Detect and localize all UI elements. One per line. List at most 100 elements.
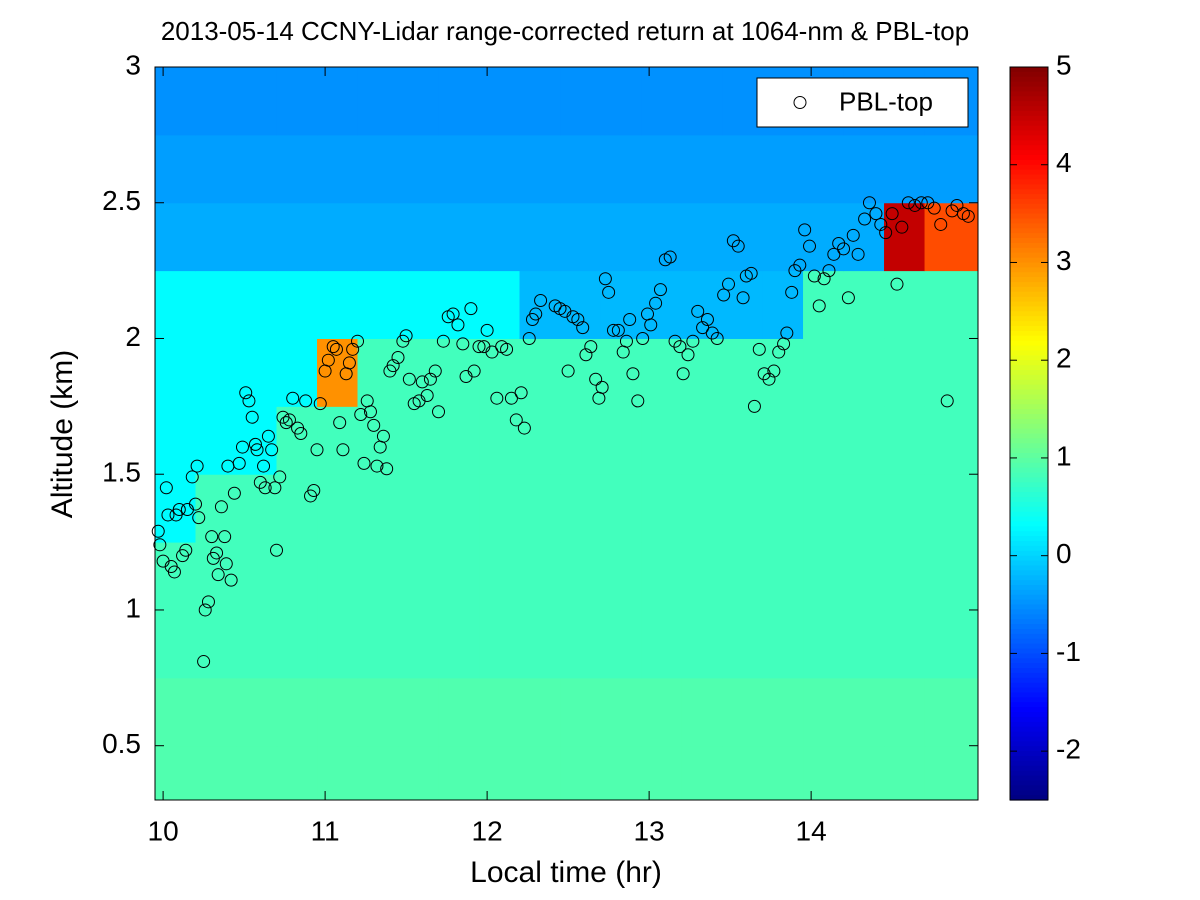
colorbar-slice (1010, 712, 1048, 718)
heatmap-cell (317, 202, 359, 272)
pbl-point (415, 375, 429, 389)
heatmap-cell (560, 542, 602, 611)
colorbar-slice (1010, 716, 1048, 723)
pbl-point (793, 258, 807, 272)
colorbar-slice (1010, 497, 1048, 503)
heatmap-cell (398, 134, 440, 204)
heatmap-cell (438, 67, 480, 136)
colorbar-slice (1010, 677, 1048, 684)
heatmap-cell (479, 202, 521, 272)
heatmap-cell (884, 474, 926, 543)
pbl-point (161, 508, 175, 522)
pbl-point (219, 557, 233, 571)
heatmap-cell (722, 677, 764, 747)
pbl-point (752, 342, 766, 356)
heatmap-cell (195, 202, 237, 272)
pbl-point (282, 413, 296, 427)
colorbar-slice (1010, 526, 1048, 532)
pbl-point (762, 372, 776, 386)
heatmap-cell (803, 542, 845, 611)
heatmap-cell (884, 338, 926, 407)
heatmap-cell (519, 134, 561, 204)
colorbar-slice (1010, 238, 1048, 244)
pbl-point (198, 603, 212, 617)
heatmap-cell (600, 270, 642, 339)
heatmap-cell (600, 202, 642, 272)
pbl-point (736, 291, 750, 305)
heatmap-cell (681, 677, 723, 747)
pbl-point (914, 196, 928, 210)
colorbar-slice (1010, 516, 1048, 523)
heatmap-cell (681, 609, 723, 679)
heatmap-cell (276, 67, 318, 136)
y-axis-label: Altitude (km) (46, 350, 79, 518)
colorbar-slice (1010, 580, 1048, 586)
colorbar-slice (1010, 453, 1048, 459)
heatmap-cell (924, 406, 979, 475)
pbl-point (423, 372, 437, 386)
colorbar-slice (1010, 570, 1048, 576)
colorbar-slice (1010, 770, 1048, 777)
heatmap-cell (843, 134, 885, 204)
pbl-point (159, 481, 173, 495)
x-tick-label: 13 (634, 815, 665, 846)
heatmap-cell (600, 609, 642, 679)
pbl-point (663, 250, 677, 264)
pbl-point (386, 359, 400, 373)
colorbar-slice (1010, 154, 1048, 161)
pbl-point (224, 573, 238, 587)
heatmap-cell (884, 677, 926, 747)
pbl-point (354, 407, 368, 421)
colorbar-slice (1010, 628, 1048, 635)
heatmap-cell (924, 542, 979, 611)
colorbar-slice (1010, 409, 1048, 415)
colorbar-slice (1010, 467, 1048, 474)
pbl-point (299, 394, 313, 408)
pbl-point (399, 329, 413, 343)
pbl-point (571, 312, 585, 326)
pbl-point (286, 391, 300, 405)
pbl-point (851, 247, 865, 261)
pbl-point (472, 340, 486, 354)
colorbar-slice (1010, 101, 1048, 107)
heatmap-cell (560, 609, 602, 679)
heatmap-cell (398, 474, 440, 543)
heatmap-cell (600, 677, 642, 747)
colorbar-slice (1010, 233, 1048, 239)
pbl-point (722, 277, 736, 291)
colorbar-slice (1010, 286, 1048, 293)
colorbar-slice (1010, 521, 1048, 527)
pbl-point (456, 337, 470, 351)
heatmap-cell (560, 202, 602, 272)
colorbar-slice (1010, 565, 1048, 571)
pbl-point (579, 348, 593, 362)
heatmap-cell (276, 202, 318, 272)
heatmap-cell (803, 406, 845, 475)
heatmap-cell (803, 270, 845, 339)
pbl-point (153, 538, 167, 552)
colorbar-slice (1010, 536, 1048, 542)
pbl-point (420, 388, 434, 402)
pbl-point (780, 326, 794, 340)
heatmap-cell (722, 270, 764, 339)
colorbar-slice (1010, 501, 1048, 508)
pbl-point (529, 307, 543, 321)
pbl-point (691, 304, 705, 318)
heatmap-cell (236, 406, 278, 475)
heatmap-cell (155, 609, 197, 679)
heatmap-cell (438, 202, 480, 272)
colorbar-slice (1010, 433, 1048, 439)
heatmap-cell (155, 677, 197, 747)
heatmap-cell (519, 609, 561, 679)
colorbar-slice (1010, 272, 1048, 278)
chart-title: 2013-05-14 CCNY-Lidar range-corrected re… (161, 16, 969, 46)
heatmap-cell (924, 677, 979, 747)
pbl-point (310, 443, 324, 457)
heatmap-cell (317, 406, 359, 475)
heatmap-cell (519, 406, 561, 475)
heatmap-cell (276, 609, 318, 679)
colorbar-slice (1010, 736, 1048, 742)
pbl-point (329, 342, 343, 356)
pbl-point (428, 364, 442, 378)
pbl-point (595, 380, 609, 394)
